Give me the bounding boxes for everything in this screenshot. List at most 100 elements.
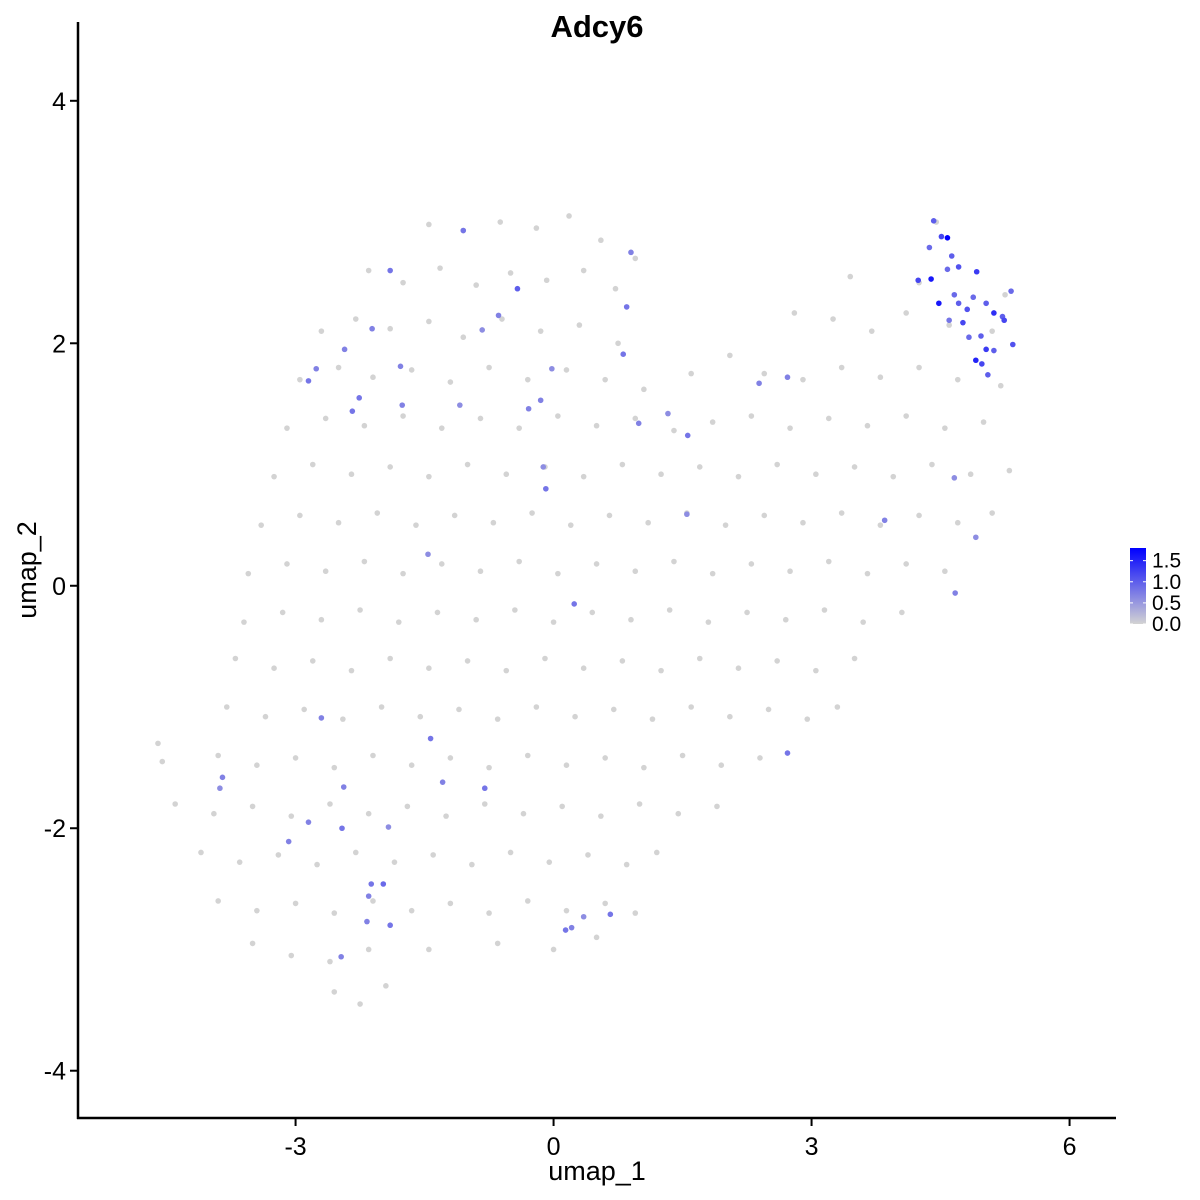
cell-point — [942, 568, 948, 575]
cell-point — [443, 813, 449, 819]
cell-point — [400, 279, 406, 286]
cell-point — [1002, 291, 1008, 298]
cell-point — [486, 364, 492, 371]
cell-point — [658, 471, 664, 478]
expressing-cell-point — [365, 893, 372, 899]
cell-point — [318, 616, 325, 623]
cell-point — [331, 989, 338, 995]
cell-point — [236, 859, 243, 865]
cell-point — [804, 716, 811, 722]
expressing-cell-point — [364, 918, 370, 925]
cell-point — [997, 382, 1004, 389]
cell-point — [954, 519, 961, 526]
cell-point — [675, 810, 682, 817]
cell-point — [520, 810, 527, 817]
cell-point — [825, 415, 832, 422]
expressing-cell-point — [966, 334, 972, 341]
cell-point — [456, 706, 462, 713]
cell-point — [709, 419, 716, 425]
cell-point — [572, 713, 578, 720]
cell-point — [387, 464, 393, 470]
cell-point — [864, 422, 871, 429]
cell-point — [566, 213, 572, 219]
x-ticks: -3 0 3 6 — [284, 1118, 1077, 1161]
cell-point — [727, 352, 733, 359]
cell-point — [619, 658, 626, 664]
plot-title: Adcy6 — [550, 9, 643, 44]
cell-point — [774, 658, 780, 664]
expressing-cell-point — [955, 264, 962, 270]
cell-point — [499, 316, 505, 322]
cell-point — [357, 1001, 363, 1007]
cell-point — [417, 713, 424, 720]
expressing-cell-point — [983, 300, 989, 307]
expressing-cell-point — [399, 402, 406, 408]
expressing-cell-point — [425, 551, 431, 558]
cell-point — [284, 561, 290, 567]
cell-point — [365, 267, 372, 274]
expressing-cell-point — [339, 825, 345, 832]
cell-point — [735, 473, 742, 480]
expressing-cell-point — [318, 715, 325, 721]
cell-point — [580, 267, 587, 274]
expressing-cell-point — [979, 361, 985, 367]
expressing-cell-point — [495, 312, 502, 319]
expressing-cell-point — [684, 511, 690, 518]
cell-point — [851, 464, 858, 470]
cell-point — [559, 803, 565, 810]
cell-point — [563, 907, 570, 914]
legend-label: 0.0 — [1152, 613, 1181, 636]
cell-point — [309, 658, 316, 664]
cell-point — [288, 952, 295, 959]
expressing-cell-point — [380, 881, 387, 887]
cell-point — [352, 316, 359, 322]
cell-point — [589, 609, 596, 616]
cell-point — [813, 471, 819, 478]
cell-point — [612, 285, 619, 292]
expressing-cell-point — [964, 306, 971, 313]
cell-point — [288, 813, 295, 819]
cell-point — [486, 764, 492, 771]
cell-point — [903, 413, 909, 419]
cell-point — [791, 310, 798, 316]
cell-point — [967, 471, 974, 478]
expressing-cell-point — [951, 475, 958, 481]
expressing-cell-point — [439, 779, 446, 785]
cell-point — [890, 473, 897, 480]
cell-point — [438, 561, 445, 567]
expressing-cell-point — [978, 333, 984, 339]
cell-point — [744, 609, 750, 616]
cell-point — [632, 415, 639, 422]
expressing-cell-point — [944, 266, 951, 273]
expressing-cell-point — [623, 304, 630, 310]
cell-point — [709, 570, 716, 577]
expressing-cell-point — [427, 735, 434, 742]
cell-point — [688, 370, 694, 377]
cell-point — [757, 755, 763, 761]
expressing-cell-point — [285, 838, 292, 845]
expressing-cell-point — [607, 911, 614, 918]
cell-point — [851, 655, 858, 662]
cell-point — [782, 616, 789, 623]
expressing-cell-point — [568, 924, 575, 931]
expressing-cell-point — [756, 380, 762, 387]
cell-point — [198, 849, 204, 856]
cell-point — [860, 619, 866, 625]
cell-point — [567, 522, 574, 528]
expressing-cell-point — [635, 420, 642, 427]
cell-point — [464, 658, 471, 664]
cell-point — [718, 762, 725, 768]
colorbar-gradient — [1130, 548, 1146, 624]
expressing-cell-point — [356, 395, 363, 401]
y-tick-label: -2 — [44, 815, 66, 843]
cell-point — [215, 752, 221, 759]
cell-point — [615, 340, 621, 347]
expressing-cell-point — [549, 365, 555, 372]
cell-point — [331, 764, 338, 771]
cell-point — [774, 461, 780, 468]
expressing-cell-point — [341, 346, 348, 353]
cell-point — [576, 322, 583, 328]
expressing-cell-point — [571, 601, 578, 607]
cell-point — [370, 752, 376, 759]
expressing-cell-point — [305, 378, 312, 384]
